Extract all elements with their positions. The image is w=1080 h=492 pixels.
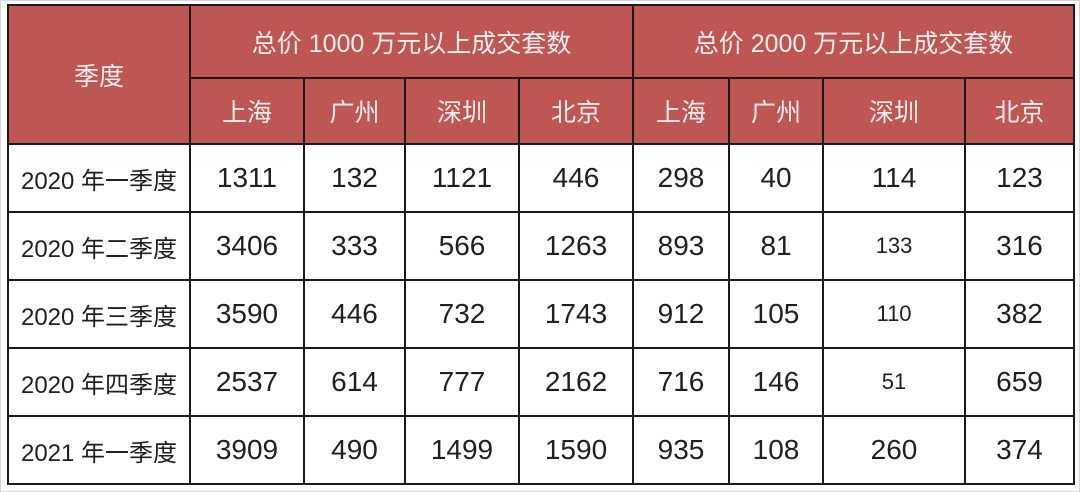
transactions-table: 季度 总价 1000 万元以上成交套数 总价 2000 万元以上成交套数 上海 … — [7, 4, 1076, 485]
value-cell: 893 — [632, 211, 731, 281]
city-header-guangzhou-2: 广州 — [728, 77, 825, 145]
value-cell: 133 — [822, 211, 967, 281]
city-header-shanghai-1: 上海 — [189, 77, 305, 145]
table-row: 2021 年一季度 3909 490 1499 1590 935 108 260… — [7, 415, 1076, 485]
city-header-beijing-1: 北京 — [517, 77, 635, 145]
city-header-shenzhen-2: 深圳 — [822, 77, 967, 145]
city-header-row: 上海 广州 深圳 北京 上海 广州 深圳 北京 — [8, 77, 1076, 145]
value-cell: 333 — [303, 211, 406, 281]
value-cell: 490 — [303, 415, 406, 485]
value-cell: 316 — [964, 211, 1076, 281]
value-cell: 132 — [303, 143, 406, 213]
value-cell: 3590 — [189, 279, 305, 349]
value-cell: 110 — [822, 279, 967, 349]
value-cell: 446 — [303, 279, 406, 349]
group-header-row: 季度 总价 1000 万元以上成交套数 总价 2000 万元以上成交套数 — [7, 4, 1076, 145]
value-cell: 566 — [404, 211, 520, 281]
value-cell: 374 — [964, 415, 1076, 485]
value-cell: 1743 — [517, 279, 635, 349]
city-header-beijing-2: 北京 — [964, 77, 1076, 145]
value-cell: 659 — [964, 347, 1076, 417]
value-cell: 146 — [728, 347, 825, 417]
value-cell: 2162 — [517, 347, 635, 417]
value-cell: 1311 — [189, 143, 305, 213]
value-cell: 3909 — [189, 415, 305, 485]
value-cell: 51 — [822, 347, 967, 417]
value-cell: 2537 — [189, 347, 305, 417]
value-cell: 1263 — [517, 211, 635, 281]
value-cell: 298 — [632, 143, 731, 213]
table-row: 2020 年一季度 1311 132 1121 446 298 40 114 1… — [7, 143, 1076, 213]
city-header-shanghai-2: 上海 — [632, 77, 731, 145]
quarter-cell: 2021 年一季度 — [7, 415, 191, 485]
value-cell: 935 — [632, 415, 731, 485]
quarter-cell: 2020 年二季度 — [7, 211, 191, 281]
value-cell: 1590 — [517, 415, 635, 485]
value-cell: 105 — [728, 279, 825, 349]
value-cell: 114 — [822, 143, 967, 213]
value-cell: 716 — [632, 347, 731, 417]
value-cell: 123 — [964, 143, 1076, 213]
value-cell: 40 — [728, 143, 825, 213]
value-cell: 3406 — [189, 211, 305, 281]
value-cell: 382 — [964, 279, 1076, 349]
group-header-1000w: 总价 1000 万元以上成交套数 — [188, 4, 635, 79]
value-cell: 912 — [632, 279, 731, 349]
value-cell: 614 — [303, 347, 406, 417]
table-row: 2020 年四季度 2537 614 777 2162 716 146 51 6… — [7, 347, 1076, 417]
city-header-shenzhen-1: 深圳 — [404, 77, 520, 145]
table-row: 2020 年三季度 3590 446 732 1743 912 105 110 … — [7, 279, 1076, 349]
value-cell: 81 — [728, 211, 825, 281]
value-cell: 1499 — [404, 415, 520, 485]
table-row: 2020 年二季度 3406 333 566 1263 893 81 133 3… — [7, 211, 1076, 281]
value-cell: 108 — [728, 415, 825, 485]
value-cell: 260 — [822, 415, 967, 485]
city-header-guangzhou-1: 广州 — [303, 77, 406, 145]
value-cell: 446 — [517, 143, 635, 213]
quarter-cell: 2020 年一季度 — [7, 143, 191, 213]
group-header-2000w: 总价 2000 万元以上成交套数 — [632, 4, 1076, 79]
quarter-cell: 2020 年三季度 — [7, 279, 191, 349]
value-cell: 732 — [404, 279, 520, 349]
quarter-column-header: 季度 — [7, 4, 191, 145]
value-cell: 1121 — [404, 143, 520, 213]
value-cell: 777 — [404, 347, 520, 417]
quarter-cell: 2020 年四季度 — [7, 347, 191, 417]
